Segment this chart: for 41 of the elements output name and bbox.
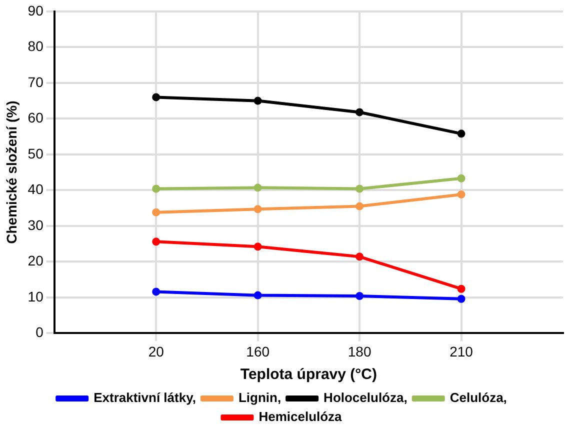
point xyxy=(457,174,466,182)
legend-label: Hemicelulóza xyxy=(258,409,343,424)
x-tick-label: 20 xyxy=(148,343,164,360)
x-tick-label: 160 xyxy=(246,343,270,360)
x-tick-label: 210 xyxy=(450,343,474,360)
point xyxy=(457,284,466,293)
x-tick-label: 180 xyxy=(348,343,372,360)
point xyxy=(356,184,364,193)
y-tick-label: 90 xyxy=(28,2,44,18)
y-tick-label: 40 xyxy=(28,181,44,198)
point xyxy=(152,288,160,296)
point xyxy=(254,205,262,214)
point xyxy=(457,130,466,138)
y-tick-label: 60 xyxy=(28,110,44,126)
point xyxy=(356,108,364,116)
point xyxy=(457,190,466,198)
y-tick-label: 20 xyxy=(28,252,44,269)
point xyxy=(152,208,160,216)
y-tick-label: 30 xyxy=(28,216,44,233)
legend-label: Holocelulóza, xyxy=(324,390,408,406)
point xyxy=(254,96,262,105)
point xyxy=(152,238,160,246)
point xyxy=(254,242,262,251)
y-tick-label: 70 xyxy=(28,74,44,90)
y-axis-title: Chemické složení (%) xyxy=(3,100,20,244)
y-tick-label: 50 xyxy=(28,145,44,162)
point xyxy=(356,292,364,300)
legend-label: Celulóza, xyxy=(450,390,507,406)
point xyxy=(457,294,466,303)
y-tick-label: 80 xyxy=(28,38,44,54)
y-tick-label: 0 xyxy=(36,324,44,340)
point xyxy=(254,291,262,300)
legend-label: Lignin, xyxy=(238,390,282,406)
point xyxy=(356,252,364,261)
point xyxy=(356,202,364,210)
point xyxy=(254,184,262,192)
legend-label: Extraktivní látky, xyxy=(94,390,196,406)
y-tick-label: 10 xyxy=(28,288,44,304)
x-axis-title: Teplota úpravy (°C) xyxy=(240,366,377,384)
point xyxy=(152,184,160,193)
point xyxy=(152,93,160,102)
